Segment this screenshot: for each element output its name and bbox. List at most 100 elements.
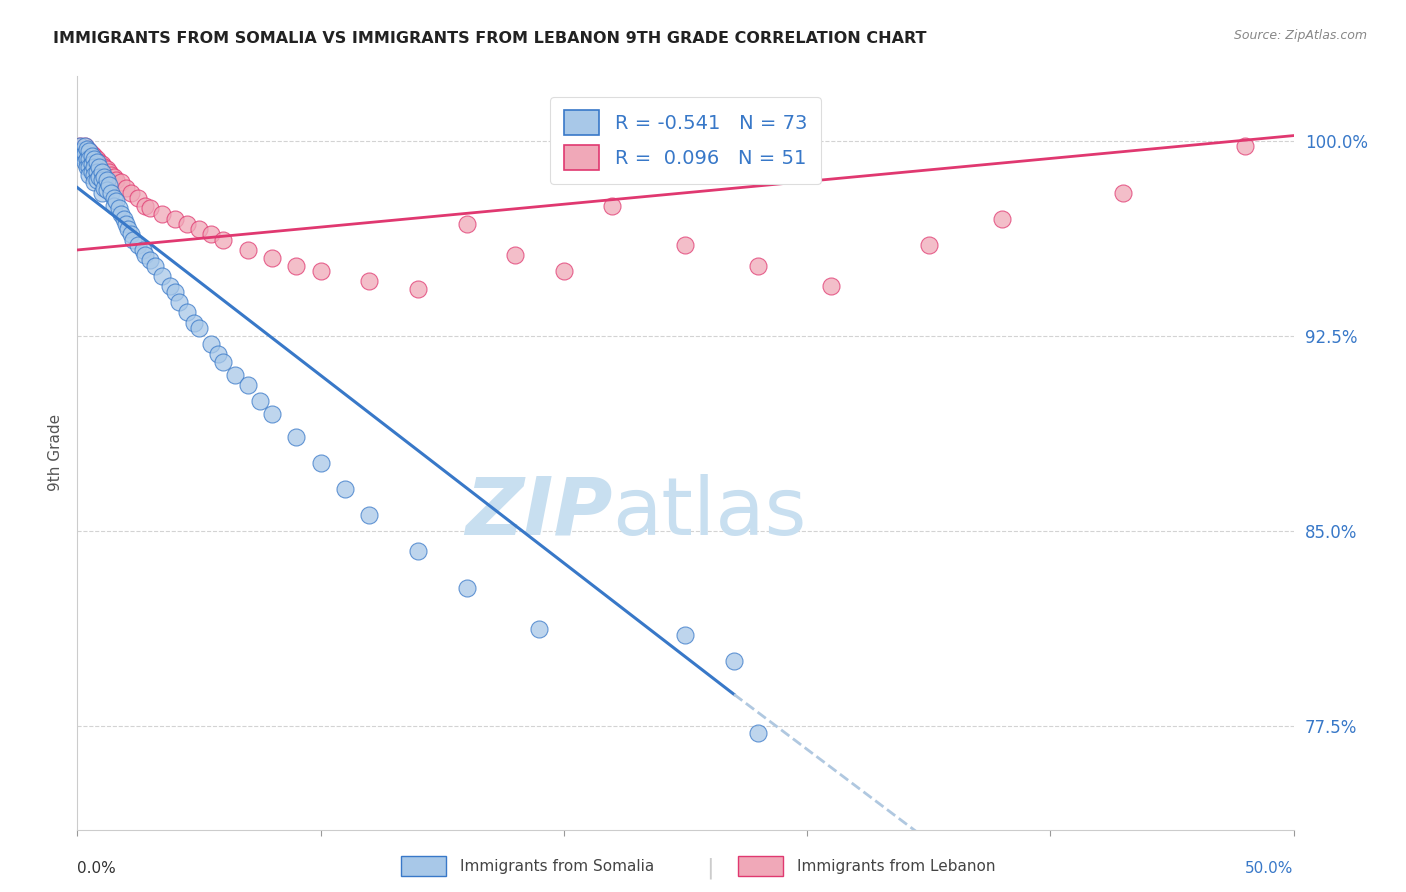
Point bbox=[406, 282, 429, 296]
Point bbox=[132, 243, 155, 257]
Point bbox=[100, 186, 122, 200]
Point bbox=[79, 152, 101, 166]
Point bbox=[96, 173, 118, 187]
Point bbox=[103, 191, 125, 205]
Point bbox=[69, 139, 91, 153]
Point bbox=[83, 157, 105, 171]
Point bbox=[83, 149, 105, 163]
Point bbox=[285, 259, 308, 273]
Point bbox=[188, 222, 211, 236]
Text: IMMIGRANTS FROM SOMALIA VS IMMIGRANTS FROM LEBANON 9TH GRADE CORRELATION CHART: IMMIGRANTS FROM SOMALIA VS IMMIGRANTS FR… bbox=[53, 31, 927, 46]
Point bbox=[134, 199, 156, 213]
Point bbox=[176, 217, 198, 231]
Point bbox=[86, 152, 108, 166]
Point bbox=[163, 285, 186, 299]
Text: 0.0%: 0.0% bbox=[77, 861, 117, 876]
Point bbox=[79, 160, 101, 174]
Point bbox=[73, 139, 96, 153]
Point bbox=[89, 170, 111, 185]
Point bbox=[918, 237, 941, 252]
Point bbox=[139, 202, 162, 216]
Point bbox=[97, 178, 120, 192]
Point bbox=[73, 139, 96, 153]
Point bbox=[86, 160, 108, 174]
Point bbox=[83, 152, 105, 166]
Point bbox=[249, 393, 271, 408]
Point bbox=[115, 217, 138, 231]
Point bbox=[86, 173, 108, 187]
Point bbox=[89, 160, 111, 174]
Point bbox=[90, 157, 112, 171]
Point bbox=[76, 152, 98, 166]
Point bbox=[1233, 139, 1256, 153]
Point bbox=[212, 355, 235, 369]
Point bbox=[224, 368, 246, 382]
Point bbox=[70, 144, 93, 158]
Point bbox=[96, 183, 118, 197]
Point bbox=[529, 623, 551, 637]
Point bbox=[359, 274, 381, 288]
Text: 50.0%: 50.0% bbox=[1246, 861, 1294, 876]
Point bbox=[120, 186, 142, 200]
Text: Immigrants from Somalia: Immigrants from Somalia bbox=[460, 859, 654, 873]
Point bbox=[602, 199, 624, 213]
Point bbox=[76, 142, 98, 156]
Point bbox=[103, 199, 125, 213]
Point bbox=[79, 144, 101, 158]
Y-axis label: 9th Grade: 9th Grade bbox=[48, 414, 63, 491]
Point bbox=[83, 160, 105, 174]
Point bbox=[723, 654, 745, 668]
Point bbox=[176, 305, 198, 319]
Point bbox=[553, 264, 575, 278]
Point bbox=[110, 175, 132, 189]
Point bbox=[105, 173, 128, 187]
Point bbox=[236, 243, 259, 257]
Point bbox=[122, 233, 145, 247]
Point bbox=[747, 726, 769, 740]
Point bbox=[76, 160, 98, 174]
Point bbox=[80, 154, 103, 169]
Point bbox=[86, 165, 108, 179]
Point bbox=[80, 157, 103, 171]
Point bbox=[120, 227, 142, 242]
Point bbox=[103, 170, 125, 185]
Text: |: | bbox=[706, 857, 714, 879]
Point bbox=[79, 168, 101, 182]
Legend: R = -0.541   N = 73, R =  0.096   N = 51: R = -0.541 N = 73, R = 0.096 N = 51 bbox=[550, 97, 821, 184]
Point bbox=[117, 222, 139, 236]
Point bbox=[79, 152, 101, 166]
Point bbox=[456, 581, 478, 595]
Point bbox=[188, 321, 211, 335]
Point bbox=[76, 149, 98, 163]
Point bbox=[139, 253, 162, 268]
Point bbox=[89, 154, 111, 169]
Point bbox=[70, 149, 93, 163]
Point bbox=[747, 259, 769, 273]
Point bbox=[73, 146, 96, 161]
Point bbox=[70, 142, 93, 156]
Point bbox=[260, 251, 283, 265]
Point bbox=[127, 237, 149, 252]
Point bbox=[456, 217, 478, 231]
Point bbox=[236, 378, 259, 392]
Point bbox=[406, 544, 429, 558]
Point bbox=[83, 175, 105, 189]
Point bbox=[69, 139, 91, 153]
Point bbox=[115, 180, 138, 194]
Point bbox=[93, 170, 115, 185]
Point bbox=[990, 211, 1012, 226]
Point bbox=[105, 194, 128, 208]
Point bbox=[200, 336, 222, 351]
Point bbox=[107, 202, 129, 216]
Point bbox=[90, 186, 112, 200]
Point bbox=[169, 294, 191, 309]
Text: ZIP: ZIP bbox=[465, 474, 613, 552]
Point bbox=[90, 173, 112, 187]
Point bbox=[152, 268, 174, 283]
Point bbox=[212, 233, 235, 247]
Point bbox=[79, 144, 101, 158]
Point bbox=[97, 165, 120, 179]
Point bbox=[152, 206, 174, 220]
Point bbox=[100, 168, 122, 182]
Point bbox=[80, 146, 103, 161]
